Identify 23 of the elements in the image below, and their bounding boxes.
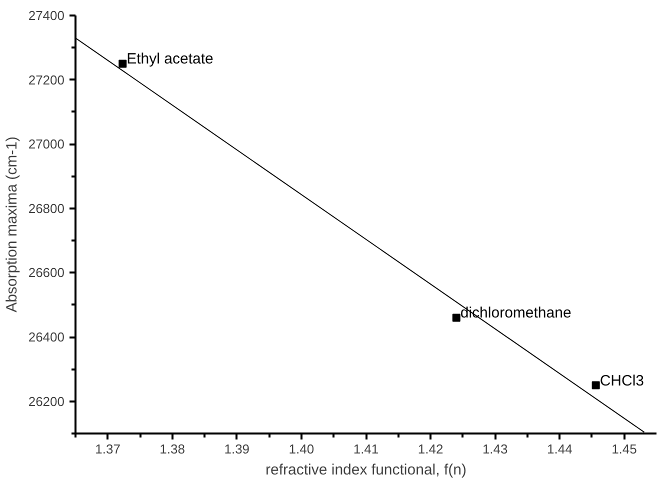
x-tick-label: 1.39 [224,442,250,456]
x-tick-label: 1.41 [353,442,379,456]
y-tick-label: 26400 [28,330,65,345]
x-tick-label: 1.43 [482,442,508,456]
annotation: CHCl3 [600,372,644,390]
point [592,381,600,390]
x-tick-label: 1.38 [160,442,185,456]
y-tick-label: 27200 [28,72,65,88]
point [452,314,460,322]
y-tick-label: 26600 [28,265,65,280]
y-tick-label: 27400 [28,8,65,23]
y-tick-label: 26800 [28,200,65,216]
y-tick-label: 27000 [28,136,65,152]
x-tick-label: 1.37 [95,442,120,456]
x-tick-label: 1.45 [612,442,637,456]
x-axis-title: refractive index functional, f(n) [266,462,466,478]
x-tick-label: 1.44 [547,442,572,456]
annotation: Ethyl acetate [126,50,214,68]
point [118,60,127,68]
x-tick-label: 1.40 [288,442,314,456]
y-axis-title: Absorption maxima (cm-1) [3,136,20,312]
x-tick-label: 1.42 [418,442,444,456]
y-tick-label: 26200 [28,394,65,409]
